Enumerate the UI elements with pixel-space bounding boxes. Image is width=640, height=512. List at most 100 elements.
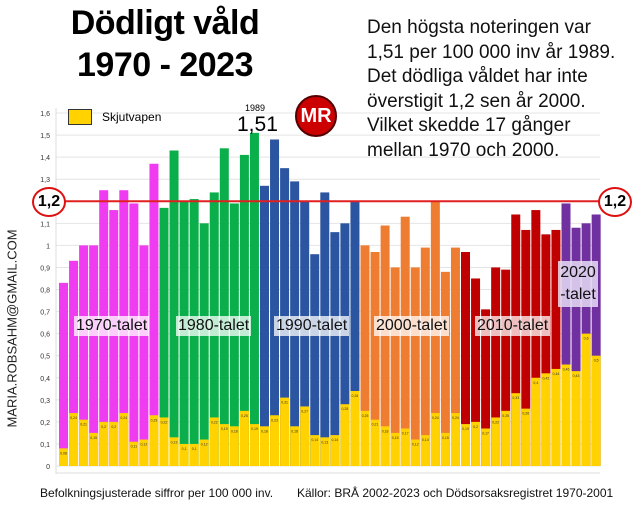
bar-total-1970 — [59, 282, 68, 466]
bar-total-2001 — [370, 251, 380, 466]
bar-total-2005 — [410, 267, 420, 466]
annotation-text: Den högsta noteringen var 1,51 per 100 0… — [367, 16, 615, 163]
firearms-data-label: 0,24 — [432, 416, 439, 420]
bar-total-1989 — [249, 132, 259, 466]
bar-total-2016 — [521, 229, 531, 466]
bar-firearms-2021 — [571, 371, 581, 466]
y-tick-label: 1 — [46, 243, 50, 250]
title-line-1: Dödligt våld — [70, 4, 260, 42]
threshold-label-right: 1,2 — [598, 187, 632, 217]
decade-label-2020s: 2020 -talet — [558, 261, 598, 307]
bar-total-2021 — [571, 227, 581, 466]
firearms-data-label: 0,12 — [140, 443, 147, 447]
firearms-data-label: 0,14 — [311, 438, 318, 442]
bar-total-1991 — [270, 139, 280, 466]
bar-total-2015 — [511, 214, 521, 466]
bar-firearms-2005 — [410, 439, 420, 466]
bar-firearms-1994 — [300, 406, 310, 466]
firearms-data-label: 0,23 — [271, 418, 278, 422]
firearms-data-label: 0,13 — [321, 440, 328, 444]
firearms-data-label: 0,2 — [101, 425, 106, 429]
firearms-data-label: 0,17 — [402, 431, 409, 435]
bar-firearms-1976 — [119, 413, 129, 466]
y-tick-label: 0,1 — [40, 442, 50, 449]
bar-firearms-1998 — [340, 404, 350, 466]
bar-firearms-1991 — [270, 415, 280, 466]
firearms-data-label: 0,21 — [372, 423, 379, 427]
bar-total-1986 — [219, 148, 229, 467]
note-line: Vilket skedde 17 gånger — [367, 115, 571, 136]
footer-sources: Källor: BRÅ 2002-2023 och Dödsorsaksregi… — [297, 486, 614, 500]
y-tick-label: 1,4 — [40, 155, 50, 162]
bar-firearms-1982 — [179, 443, 189, 466]
bar-firearms-2014 — [501, 410, 511, 466]
firearms-data-label: 0,46 — [563, 368, 570, 372]
note-line: mellan 1970 och 2000. — [367, 139, 560, 161]
firearms-data-label: 0,24 — [120, 416, 127, 420]
firearms-data-label: 0,12 — [412, 443, 419, 447]
bar-firearms-2016 — [521, 408, 531, 466]
firearms-data-label: 0,23 — [151, 418, 158, 422]
firearms-data-label: 0,2 — [111, 425, 116, 429]
firearms-data-label: 0,22 — [492, 420, 499, 424]
firearms-data-label: 0,26 — [522, 412, 529, 416]
bar-firearms-2012 — [481, 428, 491, 466]
bar-firearms-1993 — [290, 426, 300, 466]
bar-total-1997 — [330, 232, 340, 466]
bar-firearms-2019 — [551, 368, 561, 466]
decade-label-2000s: 2000-talet — [374, 316, 450, 336]
y-tick-label: 0,3 — [40, 398, 50, 405]
y-tick-label: 0,8 — [40, 288, 50, 295]
firearms-data-label: 0,5 — [594, 359, 599, 363]
bar-firearms-1990 — [260, 426, 269, 466]
bar-firearms-2003 — [390, 432, 400, 466]
bar-firearms-2013 — [491, 417, 501, 466]
title-line-2: 1970 - 2023 — [77, 46, 254, 84]
bar-firearms-1996 — [320, 437, 330, 466]
bar-firearms-2006 — [420, 435, 430, 466]
bar-firearms-2004 — [400, 428, 410, 466]
bar-total-1973 — [89, 245, 99, 466]
bar-total-1999 — [350, 201, 360, 466]
firearms-data-label: 0,19 — [221, 427, 228, 431]
firearms-data-label: 0,1 — [182, 447, 187, 451]
bar-firearms-2015 — [511, 393, 521, 466]
y-tick-label: 0,4 — [40, 376, 50, 383]
bar-firearms-1987 — [229, 426, 239, 466]
firearms-data-label: 0,18 — [261, 429, 268, 433]
decade-label-2010s: 2010-talet — [475, 316, 551, 336]
bar-firearms-2020 — [561, 364, 571, 466]
firearms-data-label: 0,43 — [573, 374, 580, 378]
bar-firearms-1972 — [79, 419, 89, 466]
bar-firearms-2022 — [581, 333, 591, 466]
legend-label: Skjutvapen — [102, 110, 162, 124]
firearms-data-label: 0,11 — [131, 445, 138, 449]
firearms-data-label: 0,6 — [584, 337, 589, 341]
bar-firearms-1971 — [69, 413, 79, 466]
bar-firearms-1977 — [129, 441, 139, 466]
firearms-data-label: 0,22 — [211, 420, 218, 424]
firearms-data-label: 0,15 — [442, 436, 449, 440]
bar-firearms-2000 — [360, 410, 370, 466]
bar-firearms-1980 — [159, 417, 169, 466]
bar-firearms-2011 — [471, 421, 481, 466]
bar-total-2023 — [591, 214, 601, 466]
firearms-data-label: 0,21 — [80, 423, 87, 427]
firearms-data-label: 0,1 — [192, 447, 197, 451]
bar-firearms-1983 — [189, 443, 199, 466]
note-line: överstigit 1,2 sen år 2000. — [367, 90, 586, 112]
y-tick-label: 0,5 — [40, 354, 50, 361]
bar-firearms-1992 — [280, 397, 290, 466]
peak-year-label: 1989 — [245, 103, 266, 113]
y-tick-label: 0,7 — [40, 310, 50, 317]
bar-total-2012 — [481, 309, 491, 466]
bar-firearms-1979 — [149, 415, 159, 466]
bar-total-1984 — [199, 223, 209, 466]
bar-total-2006 — [420, 247, 430, 466]
bar-total-1998 — [340, 223, 350, 466]
firearms-data-label: 0,19 — [462, 427, 469, 431]
firearms-data-label: 0,08 — [60, 451, 67, 455]
y-tick-label: 0,9 — [40, 265, 50, 272]
firearms-data-label: 0,28 — [341, 407, 348, 411]
bar-total-2014 — [501, 269, 511, 466]
